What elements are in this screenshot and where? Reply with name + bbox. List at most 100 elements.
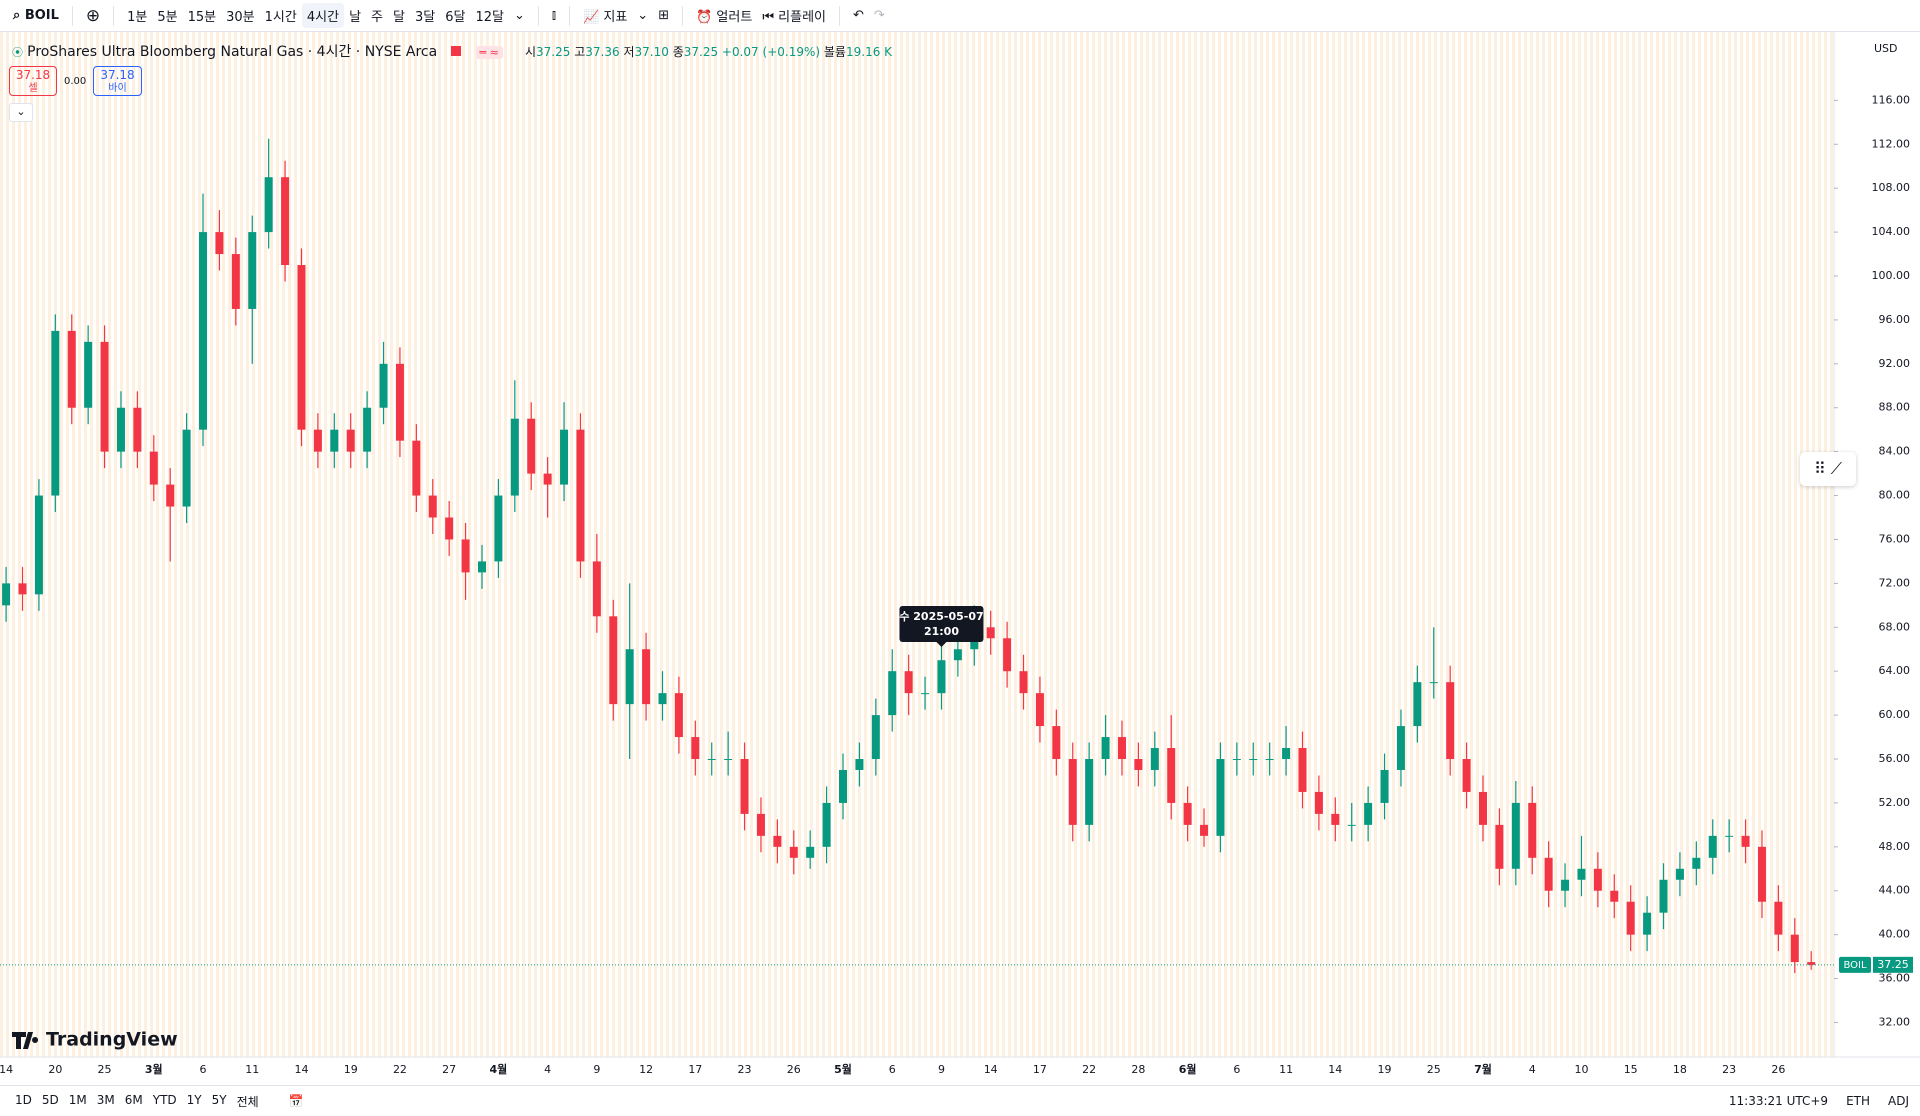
session[interactable]: ETH [1846, 1094, 1870, 1108]
candle-body [1807, 962, 1816, 965]
buy-button[interactable]: 37.18 바이 [93, 66, 142, 96]
range-button[interactable]: 6M [124, 1092, 143, 1107]
x-tick-label: 10 [1574, 1063, 1588, 1076]
adjust[interactable]: ADJ [1888, 1094, 1909, 1108]
alert-button[interactable]: ⏰ 얼러트 [696, 10, 753, 25]
candle-body [658, 693, 667, 705]
interval-button[interactable]: 3달 [414, 10, 436, 25]
sell-price: 37.18 [15, 68, 51, 82]
chart-type[interactable]: ⫾ [551, 8, 557, 23]
interval-button[interactable]: 6달 [445, 10, 466, 25]
buy-price: 37.18 [100, 68, 135, 82]
range-button[interactable]: 1Y [186, 1092, 202, 1107]
candle-body [1117, 737, 1126, 760]
interval-button[interactable]: 15분 [187, 10, 217, 25]
range-button[interactable]: 3M [96, 1092, 115, 1107]
interval-button[interactable]: 5분 [157, 10, 178, 25]
market-status [451, 46, 462, 56]
undo-button[interactable]: ↶ [853, 8, 864, 23]
interval-button[interactable]: 1분 [127, 10, 148, 25]
candle-body [1577, 868, 1586, 880]
interval-button[interactable]: 날 [349, 10, 362, 25]
candle-body [1413, 682, 1422, 727]
x-tick-label: 9 [593, 1063, 600, 1076]
candle-body [1610, 890, 1619, 902]
candle-body [1183, 802, 1192, 825]
candle-body [166, 484, 175, 507]
candle-body [1150, 748, 1159, 770]
candle-body [1134, 759, 1143, 770]
interval-button[interactable]: 달 [393, 10, 405, 25]
y-tick-label: 76.00 [1879, 532, 1911, 545]
x-tick-label: 6 [889, 1063, 896, 1076]
x-tick-label: 4 [544, 1063, 551, 1076]
interval-menu[interactable]: ⌄ [513, 8, 525, 23]
range-button[interactable]: 5D [41, 1092, 59, 1107]
y-tick-label: 48.00 [1879, 840, 1911, 853]
x-tick-label: 17 [688, 1063, 702, 1076]
candle-body [428, 495, 437, 518]
candle-body [839, 769, 848, 803]
indicators: 지표 [603, 10, 628, 25]
sell-button[interactable]: 37.18 셀 [9, 66, 57, 96]
high-label: 고 [574, 45, 586, 59]
candle-body [1298, 748, 1307, 792]
compare-button[interactable]: ⊕ [85, 5, 101, 26]
candle-body [1282, 748, 1291, 760]
x-tick-label: 6월 [1179, 1062, 1197, 1076]
candle-body [1265, 759, 1274, 761]
y-tick-label: 52.00 [1879, 796, 1911, 809]
candle-body [494, 495, 503, 562]
candle-body [1347, 824, 1356, 826]
volume-label: 볼륨 [823, 45, 846, 59]
date-range-button[interactable]: 📅 [288, 1094, 304, 1108]
range-button[interactable]: 전체 [236, 1094, 259, 1109]
chart: BOIL 37.25 수 2025-05-07 21:00 TradingView 3… [0, 32, 1920, 1076]
y-tick-label: 68.00 [1879, 620, 1911, 633]
drawing-tool[interactable]: ⠿ ⟋ [1800, 452, 1856, 486]
candle-body [871, 715, 880, 760]
layouts-button[interactable]: ⊞ [658, 8, 670, 23]
candle-body [1757, 846, 1766, 902]
candle-body [281, 177, 290, 266]
indicators-menu[interactable]: ⌄ [637, 8, 649, 23]
range-button[interactable]: 5Y [211, 1092, 227, 1107]
interval-button[interactable]: 주 [371, 10, 383, 25]
x-tick-label: 19 [1378, 1063, 1392, 1076]
candle-body [133, 407, 142, 452]
y-tick-label: 60.00 [1879, 708, 1911, 721]
candle-body [1446, 682, 1455, 760]
x-tick-label: 12 [639, 1063, 653, 1076]
interval-button[interactable]: 4시간 [301, 3, 345, 28]
collapse-button[interactable]: ⌄ [9, 103, 33, 122]
open-label: 시 [524, 45, 537, 59]
symbol-search[interactable]: ⌕ BOIL [13, 8, 59, 23]
range-button[interactable]: 1D [15, 1092, 32, 1107]
x-tick-label: 26 [1771, 1063, 1785, 1076]
candle-body [297, 265, 306, 430]
candle-body [691, 737, 700, 760]
interval-button[interactable]: 1시간 [264, 10, 297, 25]
candle-body [231, 254, 240, 309]
interval-button[interactable]: 12달 [475, 10, 504, 25]
indicators-button[interactable]: 📈 지표 [583, 10, 628, 25]
separator [537, 5, 539, 26]
interval-button[interactable]: 30분 [226, 10, 255, 25]
x-tick-label: 17 [1033, 1063, 1047, 1076]
candle-body [34, 495, 43, 595]
redo-button[interactable]: ↷ [873, 8, 885, 23]
range-button[interactable]: YTD [152, 1092, 177, 1107]
candle-body [1035, 693, 1044, 727]
replay-button[interactable]: ⏮ 리플레이 [762, 10, 826, 25]
x-tick-label: 14 [984, 1063, 998, 1076]
range-button[interactable]: 1M [68, 1092, 87, 1107]
currency[interactable]: USD [1874, 42, 1898, 55]
candle-body [1380, 769, 1389, 803]
candle-body [510, 418, 519, 496]
candle-body [1019, 671, 1028, 694]
candle-body [674, 693, 683, 738]
y-tick-label: 72.00 [1879, 576, 1911, 589]
low-label: 저 [623, 45, 635, 59]
candle-body [724, 759, 733, 761]
x-tick-label: 4 [1529, 1063, 1536, 1076]
